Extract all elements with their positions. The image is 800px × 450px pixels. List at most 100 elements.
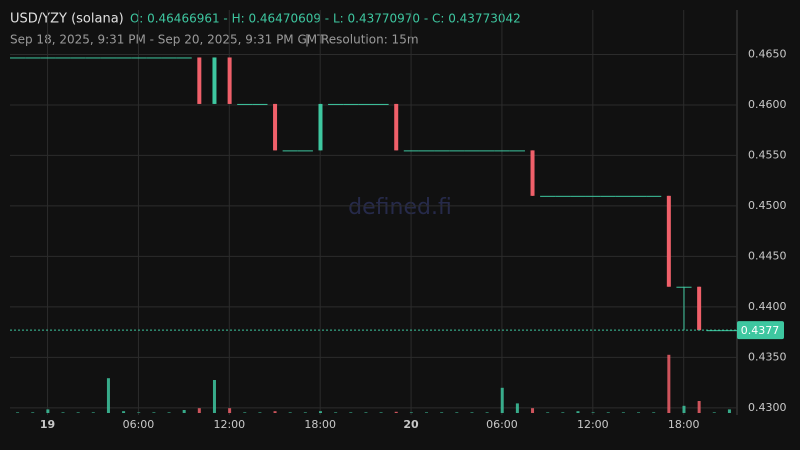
volume-bar bbox=[228, 408, 232, 413]
volume-bar bbox=[455, 412, 459, 413]
x-tick-label: 12:00 bbox=[213, 418, 245, 431]
volume-bar bbox=[318, 411, 322, 413]
volume-bar bbox=[515, 403, 519, 413]
candle-body bbox=[403, 150, 419, 152]
candle-body bbox=[252, 103, 268, 105]
candle-body bbox=[697, 286, 702, 331]
candle-body bbox=[100, 57, 117, 59]
y-tick-label: 0.4500 bbox=[748, 199, 787, 212]
volume-bar bbox=[606, 412, 610, 413]
volume-bar bbox=[197, 408, 201, 413]
candle-body bbox=[600, 195, 616, 197]
candle-body bbox=[197, 57, 202, 104]
volume-bar bbox=[212, 380, 216, 413]
candle-body bbox=[297, 150, 313, 152]
volume-bar bbox=[727, 409, 731, 413]
candle-body bbox=[418, 150, 435, 152]
x-tick-label: 20 bbox=[403, 418, 419, 431]
candle-body bbox=[358, 103, 374, 105]
candle-body bbox=[540, 195, 556, 197]
candle-body bbox=[55, 57, 71, 59]
separator: | bbox=[305, 33, 309, 47]
volume-bar bbox=[31, 412, 35, 413]
watermark: defined.fi bbox=[348, 195, 452, 220]
x-tick-label: 18:00 bbox=[668, 418, 700, 431]
volume-bar bbox=[364, 412, 368, 413]
volume-bar bbox=[167, 412, 171, 413]
volume-bar bbox=[470, 412, 474, 413]
volume-bar bbox=[61, 412, 65, 413]
candle-body bbox=[530, 150, 535, 196]
candle-body bbox=[146, 57, 162, 59]
volume-bar bbox=[16, 412, 20, 413]
volume-bar bbox=[303, 412, 307, 413]
volume-bar bbox=[258, 412, 262, 413]
volume-bar bbox=[425, 412, 429, 413]
candle-body bbox=[373, 103, 389, 105]
candle-body bbox=[721, 330, 737, 332]
candle-body bbox=[585, 195, 601, 197]
volume-bar bbox=[712, 412, 716, 413]
volume-bar bbox=[394, 411, 398, 413]
volume-bar bbox=[561, 412, 565, 413]
last-price-label: 0.4377 bbox=[741, 324, 780, 337]
candle-body bbox=[449, 150, 465, 152]
candle-body bbox=[615, 195, 631, 197]
candle-body bbox=[646, 195, 662, 197]
volume-bar bbox=[349, 412, 353, 413]
volume-bar bbox=[576, 411, 580, 413]
x-tick-label: 12:00 bbox=[577, 418, 609, 431]
candle-body bbox=[509, 150, 525, 152]
volume-bar bbox=[682, 405, 686, 413]
volume-bar bbox=[91, 412, 95, 413]
candle-body bbox=[434, 150, 450, 152]
candle-body bbox=[282, 150, 298, 152]
candle-body bbox=[116, 57, 132, 59]
last-price-box bbox=[737, 321, 784, 340]
volume-bar bbox=[106, 378, 110, 413]
volume-bar bbox=[485, 412, 489, 413]
subtitle: Sep 18, 2025, 9:31 PM - Sep 20, 2025, 9:… bbox=[10, 33, 325, 47]
resolution: Resolution: 15m bbox=[321, 33, 419, 47]
candle-body bbox=[464, 150, 480, 152]
volume-bar bbox=[243, 412, 247, 413]
y-tick-label: 0.4350 bbox=[748, 350, 787, 363]
x-tick-label: 19 bbox=[40, 418, 55, 431]
candle-body bbox=[630, 195, 647, 197]
volume-bar bbox=[697, 401, 701, 413]
y-tick-label: 0.4650 bbox=[748, 47, 787, 60]
candle-body bbox=[25, 57, 41, 59]
y-tick-label: 0.4550 bbox=[748, 148, 787, 161]
y-tick-label: 0.4400 bbox=[748, 300, 787, 313]
candle-body bbox=[343, 103, 359, 105]
candle-body bbox=[570, 195, 586, 197]
y-tick-label: 0.4450 bbox=[748, 249, 787, 262]
volume-bar bbox=[46, 409, 50, 413]
volume-bar bbox=[652, 412, 656, 413]
candle-body bbox=[555, 195, 571, 197]
candle-body bbox=[212, 57, 217, 104]
y-tick-label: 0.4300 bbox=[748, 401, 787, 414]
volume-bar bbox=[273, 411, 277, 413]
candle-body bbox=[70, 57, 86, 59]
x-tick-label: 18:00 bbox=[304, 418, 336, 431]
x-tick-label: 06:00 bbox=[486, 418, 518, 431]
candle-body bbox=[394, 103, 399, 151]
candle-body bbox=[85, 57, 101, 59]
volume-bar bbox=[500, 387, 504, 413]
volume-bar bbox=[137, 412, 141, 413]
volume-bar bbox=[288, 412, 292, 413]
volume-bar bbox=[334, 412, 338, 413]
volume-bar bbox=[621, 412, 625, 413]
candle-body bbox=[676, 286, 692, 288]
candle-body bbox=[666, 195, 671, 287]
candle-body bbox=[161, 57, 177, 59]
volume-bar bbox=[409, 412, 413, 413]
volume-bar bbox=[152, 412, 156, 413]
y-tick-label: 0.4600 bbox=[748, 98, 787, 111]
volume-bar bbox=[76, 412, 80, 413]
volume-bar bbox=[591, 412, 595, 413]
candle-body bbox=[479, 150, 495, 152]
candle-body bbox=[328, 103, 344, 105]
